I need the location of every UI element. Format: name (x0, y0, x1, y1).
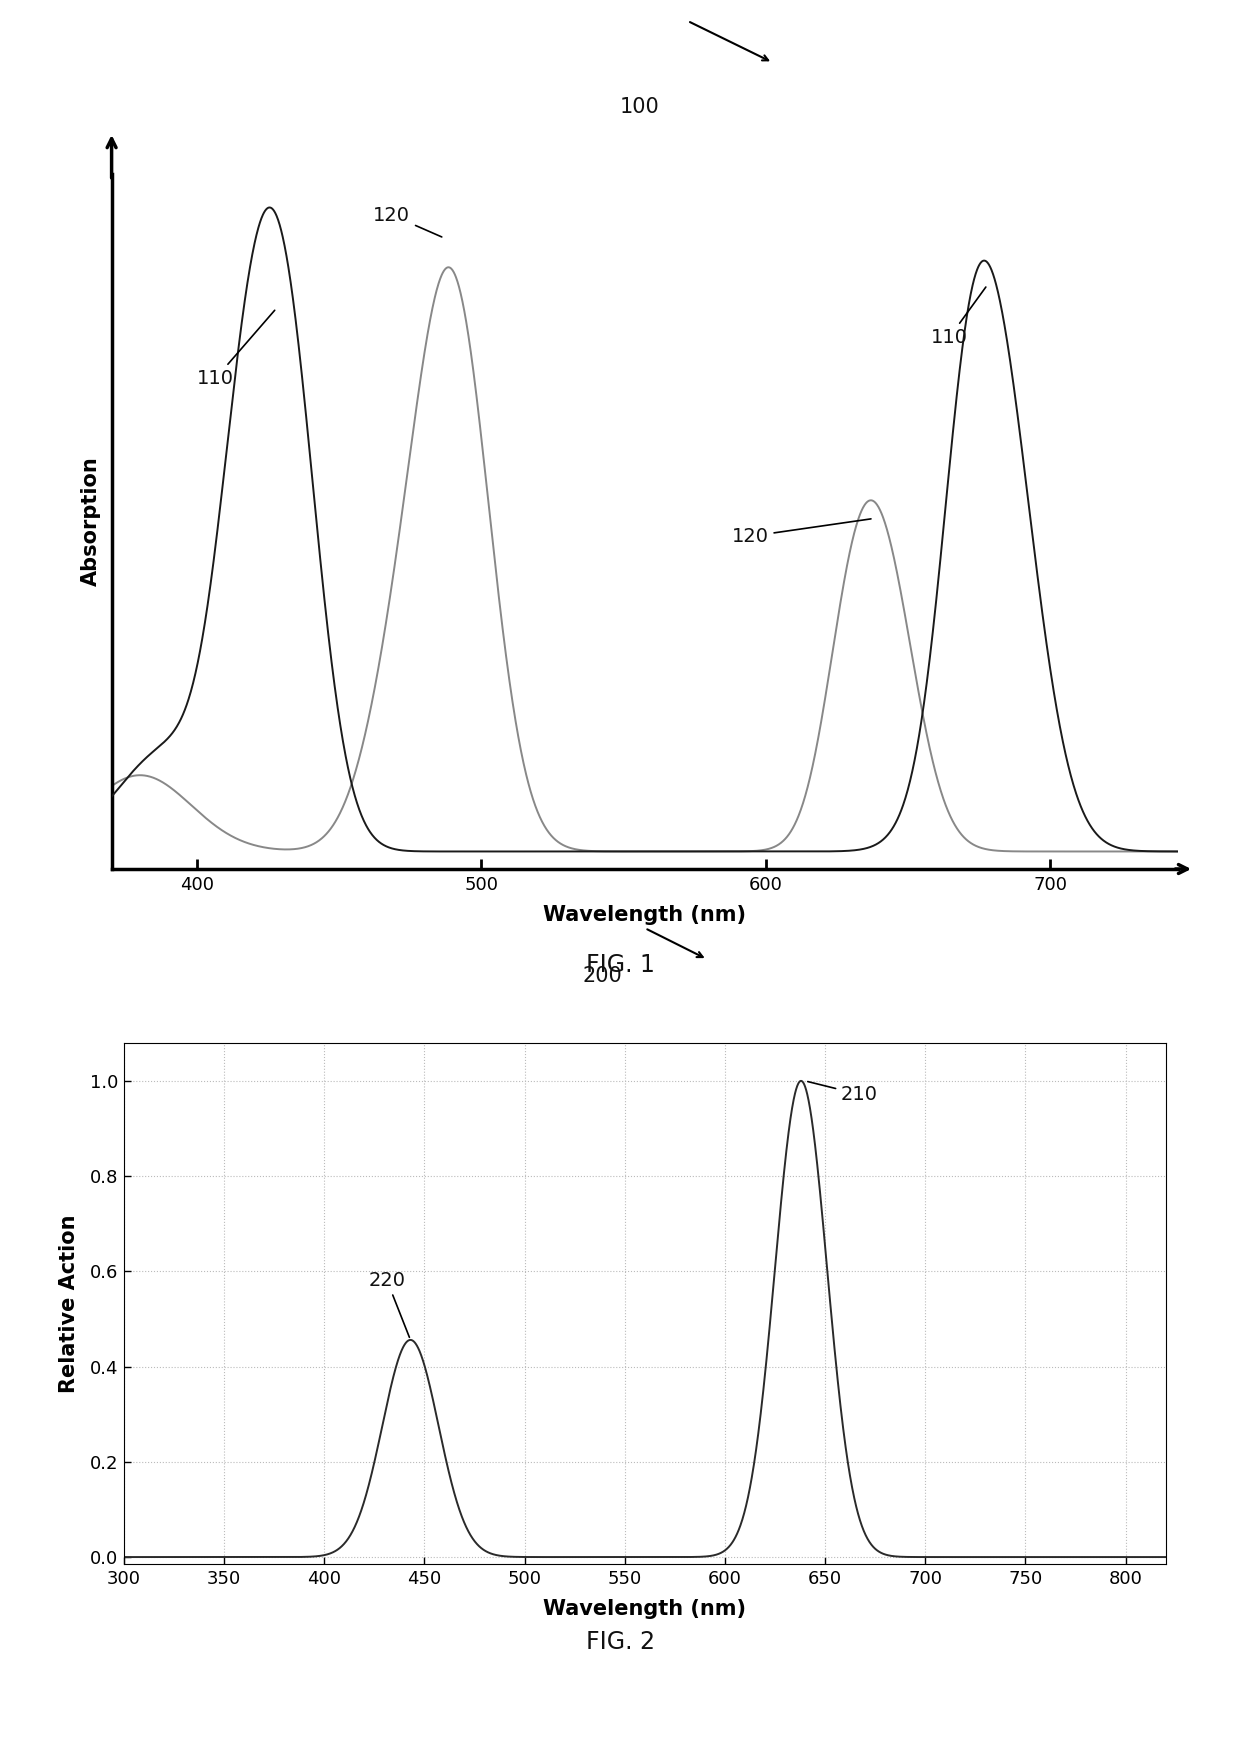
X-axis label: Wavelength (nm): Wavelength (nm) (543, 905, 746, 925)
Text: FIG. 1: FIG. 1 (585, 952, 655, 977)
Text: 220: 220 (368, 1270, 409, 1337)
Y-axis label: Relative Action: Relative Action (58, 1215, 79, 1392)
Text: 210: 210 (807, 1081, 878, 1104)
Text: 110: 110 (197, 311, 275, 388)
Text: 110: 110 (930, 287, 986, 348)
X-axis label: Wavelength (nm): Wavelength (nm) (543, 1599, 746, 1618)
Text: 200: 200 (583, 966, 622, 985)
Text: FIG. 2: FIG. 2 (585, 1630, 655, 1655)
Text: 120: 120 (732, 520, 870, 546)
Text: 120: 120 (373, 205, 441, 236)
Y-axis label: Absorption: Absorption (81, 457, 100, 586)
Text: 100: 100 (620, 97, 660, 116)
